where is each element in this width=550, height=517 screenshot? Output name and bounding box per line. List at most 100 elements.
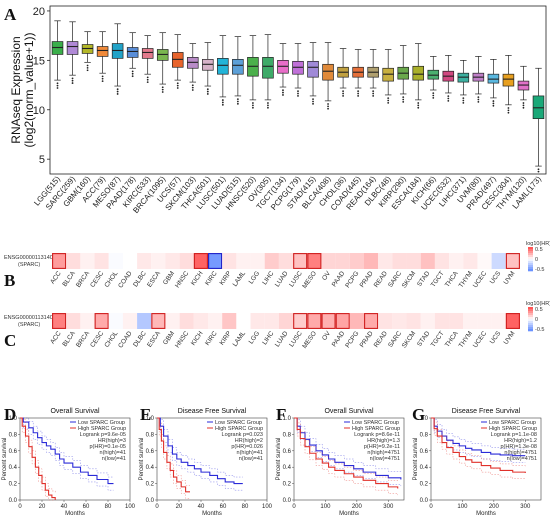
box-outlier: [342, 90, 344, 93]
km-ytick-label: 0.2: [283, 482, 292, 488]
km-xtick-label: 200: [352, 504, 363, 510]
km-xlabel: Months: [202, 511, 222, 517]
box-kirc: [141, 48, 154, 59]
box-outlier: [116, 88, 119, 91]
heatmap-legend-swatch: [528, 321, 533, 324]
boxplot-ytick-label: 15: [33, 55, 45, 67]
km-ci-upper: [157, 417, 243, 478]
heatmap-cell-ov: [321, 253, 336, 269]
box-outlier: [342, 95, 344, 97]
panel-label-c: C: [4, 331, 16, 350]
box-outlier: [327, 103, 329, 105]
heatmap-row-gene: (SPARC): [18, 322, 40, 328]
box-outlier: [342, 92, 344, 95]
heatmap-cell-esca: [151, 253, 166, 269]
heatmap-cell-read: [378, 253, 393, 269]
heatmap-cell-brca: [80, 313, 95, 329]
box-stad: [307, 60, 319, 78]
heatmap-significant-box: [52, 313, 67, 329]
box-outlier: [236, 98, 239, 100]
heatmap-legend-tick: 0: [535, 257, 538, 263]
box-outlier: [101, 75, 104, 78]
km-frame: [293, 417, 405, 501]
heatmap-significant-box: [208, 253, 223, 269]
km-stat-line: p(HR)=1.3e-08: [500, 444, 537, 450]
heatmap-cell-cesc: [94, 253, 109, 269]
heatmap-cell-kirc: [208, 253, 223, 269]
box-outlier: [462, 97, 465, 100]
km-frame: [156, 417, 268, 501]
box-outlier: [432, 94, 435, 97]
box-outlier: [71, 77, 74, 80]
km-xtick-label: 40: [61, 504, 68, 510]
panel-label-a: A: [4, 5, 17, 24]
km-ylabel: Percent survival: [413, 438, 419, 481]
box-outlier: [477, 98, 480, 101]
heatmap-significant-box: [321, 313, 336, 329]
boxplot-ytick-label: 10: [33, 105, 45, 117]
heatmap-cell-stad: [420, 253, 435, 269]
box-outlier: [447, 99, 450, 102]
box-outlier: [507, 111, 510, 114]
heatmap-cell-dlbc: [137, 313, 152, 329]
box-outlier: [372, 95, 375, 97]
box-outlier: [161, 91, 164, 93]
km-stat-line: p(HR)=0.1e-05: [89, 444, 126, 450]
box-outlier: [492, 102, 495, 105]
box-outlier: [537, 168, 540, 171]
box-outlier: [131, 72, 134, 75]
heatmap-cell-sarc: [392, 313, 407, 329]
box-outlier: [432, 97, 435, 99]
box-outlier: [297, 90, 299, 93]
box-outlier: [387, 101, 390, 104]
heatmap-cell-paad: [335, 253, 350, 269]
heatmap-cell-thca: [449, 313, 464, 329]
km-plot-overall-survival-small: Overall Survival 0.0 0.2 0.4 0.6 0.8 1.0 0 20 40 6…: [2, 408, 136, 517]
box-outlier: [402, 100, 405, 103]
heatmap-legend-swatch: [528, 323, 533, 326]
km-ci-upper: [157, 417, 190, 486]
box-outlier: [146, 76, 149, 79]
km-xtick-label: 0: [429, 504, 433, 510]
box-outlier: [86, 69, 89, 72]
box-outlier: [297, 92, 299, 95]
panel-label-f: F: [276, 405, 286, 424]
km-stat-line: HR(high)=1.3: [367, 438, 400, 444]
km-xtick-label: 60: [83, 504, 90, 510]
box-outlier: [236, 100, 239, 103]
km-ytick-label: 0.6: [9, 449, 18, 455]
box-outlier: [176, 84, 179, 87]
heatmap-legend-swatch: [528, 309, 533, 312]
box-luad: [232, 59, 244, 75]
box-outlier: [131, 70, 134, 73]
heatmap-cell-sarc: [392, 253, 407, 269]
heatmap-legend-swatch: [528, 267, 533, 270]
box-outlier: [297, 95, 299, 97]
km-ytick-label: 0.2: [420, 482, 429, 488]
km-ytick-label: 0.4: [146, 465, 155, 471]
heatmap-cell-kirp: [222, 253, 237, 269]
km-stat-line: n(high)=41: [237, 450, 263, 456]
box-cesc: [502, 73, 515, 87]
heatmap-legend-swatch: [528, 307, 533, 310]
km-legend-label: High SPARC Group: [489, 426, 537, 432]
box-outlier: [252, 102, 254, 104]
km-frame: [19, 417, 131, 501]
km-ci-lower: [20, 417, 56, 501]
km-ytick-label: 0.8: [9, 432, 18, 438]
km-stat-line: n(high)=41: [100, 450, 126, 456]
box-outlier: [432, 92, 435, 95]
heatmap-cell-thym: [463, 313, 478, 329]
heatmap-significant-box: [52, 253, 67, 269]
box-outlier: [417, 102, 420, 104]
box-outlier: [402, 96, 405, 99]
km-xlabel: Months: [476, 511, 496, 517]
box-outlier: [206, 88, 209, 91]
heatmap-significant-box: [307, 253, 322, 269]
boxplot-ylabel: RNAseq Expression: [9, 36, 23, 143]
box-outlier: [447, 95, 450, 98]
heatmap-cell-chol: [108, 253, 123, 269]
km-ylabel: Percent survival: [276, 438, 282, 481]
km-ytick-label: 0.0: [283, 498, 292, 504]
km-xtick-label: 100: [125, 504, 136, 510]
